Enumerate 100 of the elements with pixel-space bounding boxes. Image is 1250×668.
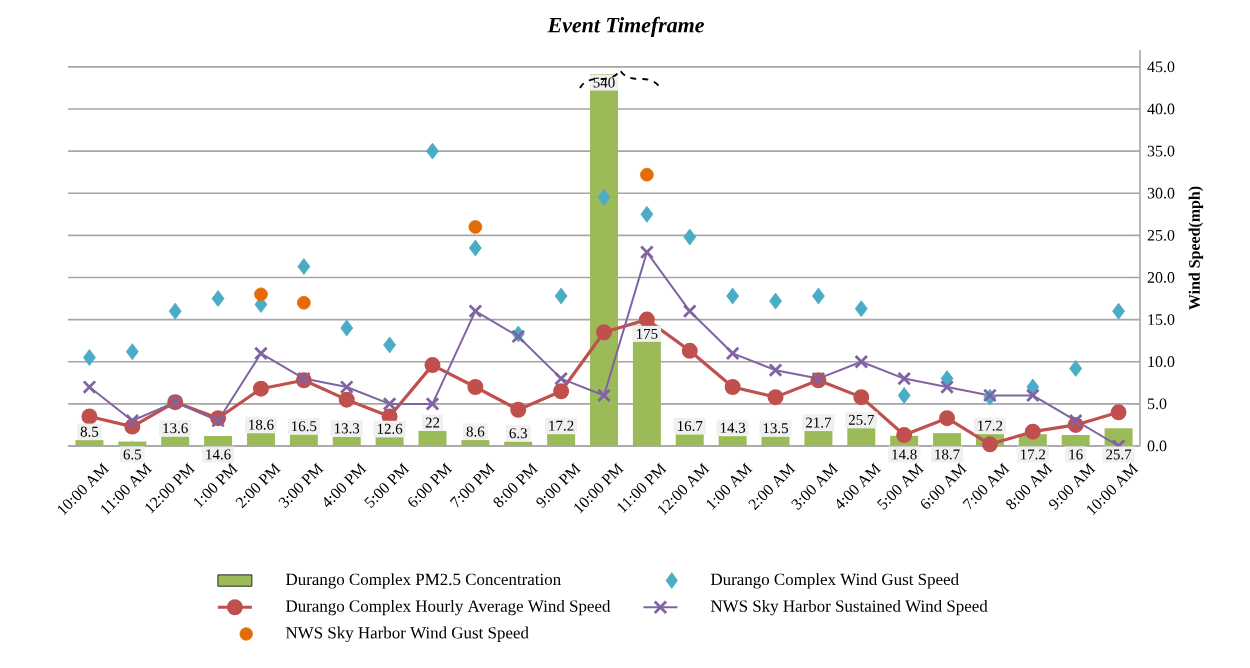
point — [897, 387, 911, 404]
bar — [461, 440, 490, 446]
point — [767, 389, 784, 406]
point — [1110, 404, 1127, 421]
data-label: 540 — [593, 77, 615, 88]
point — [467, 379, 484, 396]
y-tick-label: 10.0 — [1148, 356, 1175, 368]
data-label: 17.2 — [1021, 449, 1046, 460]
bar — [332, 436, 361, 446]
point — [640, 205, 654, 223]
point — [339, 379, 354, 395]
point — [211, 290, 225, 307]
point — [554, 371, 569, 386]
y-tick-label: 45.0 — [1147, 61, 1175, 73]
point — [553, 383, 570, 400]
text: Event Timeframe — [547, 16, 704, 37]
bar — [804, 431, 833, 446]
point — [1068, 413, 1083, 428]
y-axis-title: Wind Speed(mph) — [1188, 186, 1204, 310]
point — [82, 379, 97, 395]
point — [596, 388, 612, 403]
point — [554, 287, 568, 305]
point — [1024, 423, 1041, 440]
point — [468, 304, 483, 319]
data-label: 16.5 — [292, 421, 317, 432]
data-label: 6.5 — [123, 449, 142, 460]
point — [853, 389, 870, 406]
data-label: 25.7 — [848, 414, 874, 425]
point — [1069, 360, 1083, 377]
point — [253, 346, 269, 361]
point — [725, 346, 740, 361]
point — [724, 379, 741, 396]
point — [338, 391, 355, 408]
point — [1026, 378, 1040, 396]
legend-label: NWS Sky Harbor Sustained Wind Speed — [710, 599, 988, 616]
bar — [418, 430, 447, 446]
point — [383, 336, 397, 354]
data-label: 22 — [425, 417, 440, 428]
point — [297, 295, 311, 310]
point — [639, 245, 654, 260]
data-label: 14.8 — [892, 449, 917, 460]
data-label: 8.5 — [80, 426, 99, 437]
point — [812, 287, 825, 305]
bar — [118, 441, 147, 446]
legend-label: Durango Complex Wind Gust Speed — [710, 573, 959, 589]
point — [425, 396, 440, 411]
data-label: 16.7 — [678, 421, 703, 432]
data-label: 14.3 — [720, 422, 746, 433]
data-label: 175 — [636, 328, 658, 339]
bar — [75, 440, 104, 446]
data-label: 17.2 — [978, 420, 1003, 431]
point — [682, 304, 697, 319]
point — [683, 228, 697, 246]
point — [681, 342, 698, 359]
y-tick-label: 0.0 — [1147, 440, 1167, 452]
data-label: 21.7 — [805, 417, 832, 428]
data-label: 13.3 — [334, 423, 360, 434]
point — [254, 287, 268, 302]
legend-label: Durango Complex Hourly Average Wind Speed — [285, 599, 611, 616]
point — [511, 329, 526, 344]
data-label: 8.6 — [466, 426, 485, 437]
data-label: 14.6 — [206, 449, 231, 460]
y-tick-label: 35.0 — [1147, 145, 1175, 157]
point — [726, 287, 740, 305]
point — [510, 401, 527, 418]
point — [597, 189, 611, 206]
y-tick-label: 40.0 — [1147, 103, 1175, 115]
point — [1025, 388, 1040, 403]
point — [854, 354, 869, 369]
point — [596, 324, 613, 341]
point — [340, 319, 354, 337]
data-label: 16 — [1069, 449, 1083, 460]
y-tick-label: 25.0 — [1147, 229, 1175, 241]
data-label: 18.7 — [935, 449, 960, 460]
point — [382, 396, 397, 411]
point — [125, 413, 140, 428]
point — [981, 436, 998, 453]
point — [940, 379, 955, 395]
point — [939, 410, 956, 427]
data-label: 17.2 — [549, 420, 574, 431]
point — [424, 357, 441, 374]
data-label: 13.5 — [763, 423, 789, 434]
point — [897, 371, 912, 386]
legend-label: Durango Complex PM2.5 Concentration — [285, 573, 561, 589]
point — [638, 311, 655, 328]
y-tick-label: 30.0 — [1147, 187, 1175, 199]
point — [81, 408, 98, 425]
point — [168, 302, 182, 320]
point — [83, 349, 96, 366]
data-label: 18.6 — [249, 419, 274, 430]
data-label: 25.7 — [1106, 449, 1132, 460]
data-label: 6.3 — [509, 428, 527, 439]
data-label: 12.6 — [377, 423, 403, 434]
point — [1112, 302, 1125, 320]
point — [768, 363, 783, 378]
point — [468, 239, 482, 257]
point — [426, 142, 439, 160]
point — [297, 258, 311, 275]
y-tick-label: 20.0 — [1147, 272, 1175, 283]
point — [854, 300, 868, 318]
